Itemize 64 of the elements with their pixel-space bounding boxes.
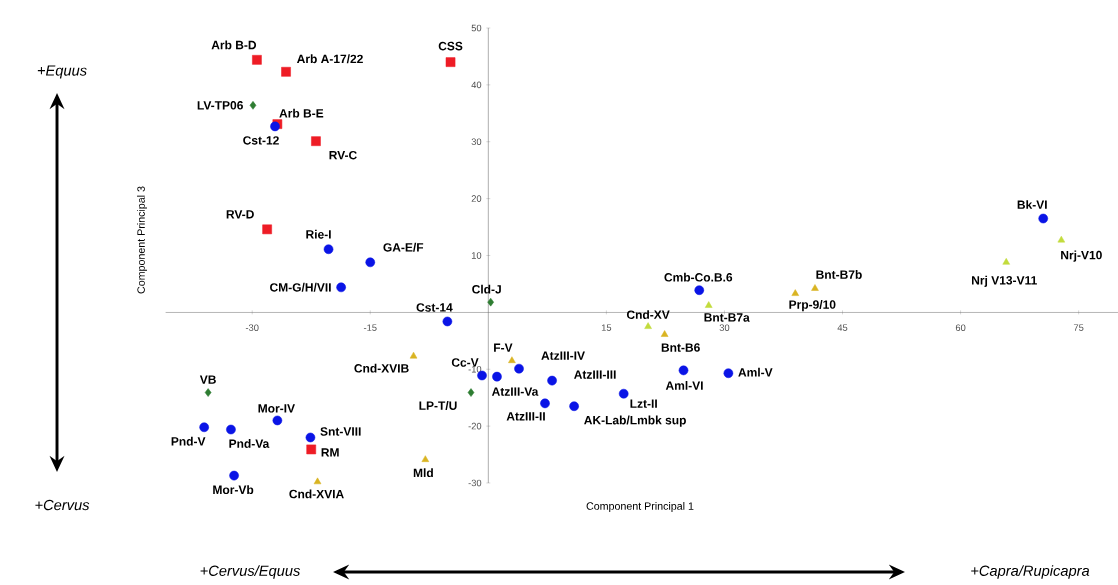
annotation: Cld-J [472,284,501,294]
annotation: AK-Lab/Lmbk sup [584,415,686,427]
annotation: Bnt-B7a [704,313,750,322]
annotation: Cnd-XVIB [354,363,409,373]
x-tick-label: 30 [719,324,730,332]
annotation: Pnd-V [171,436,206,446]
annotation: Cmb-Co.B.6 [664,272,733,282]
y-tick-label: -20 [468,422,482,430]
annotation: AtzIII-II [506,412,545,421]
annotation: AtzIII-Va [491,387,539,396]
annotation: Aml-VI [665,381,703,390]
annotation: RM [321,448,339,457]
annotation: Pnd-Va [229,439,270,448]
y-tick-label: 10 [471,252,482,259]
y-axis-title: Component Principal 3 [137,186,147,294]
annotation: Cst-12 [243,136,279,145]
y-tick-label: 20 [471,195,482,202]
annotation: Aml-V [738,367,773,377]
annotation: CM-G/H/VII [270,282,331,292]
annotation: LV-TP06 [197,101,243,110]
x-axis-title: Component Principal 1 [586,502,694,512]
annotation: Cnd-XV [626,310,670,319]
text: +Cervus/Equus [200,565,301,579]
annotation: F-V [494,343,513,352]
annotation: RV-C [329,150,357,160]
annotation: Bk-VI [1017,200,1047,209]
x-tick-label: 45 [837,324,848,331]
x-tick-label: 75 [1073,324,1084,331]
annotation: Nrj-V10 [1061,250,1102,262]
annotation: Rie-I [306,229,331,239]
annotation: Arb B-E [279,108,324,118]
x-tick-label: 60 [955,324,966,332]
annotation: AtzIII-III [574,370,616,379]
y-tick-label: 40 [471,81,482,89]
annotation: Mld [413,468,433,478]
y-tick-label: -10 [468,365,482,373]
annotation: Nrj V13-V11 [972,275,1037,287]
annotation: Bnt-B7b [816,270,862,279]
annotation: Arb B-D [211,40,257,50]
text: +Capra/Rupicapra [971,565,1090,579]
annotation: Lzt-II [630,399,657,408]
annotation: LP-T/U [419,401,457,411]
annotation: CSS [438,41,463,51]
annotation: GA-E/F [383,242,424,252]
y-tick-label: -30 [468,479,482,487]
annotation: Mor-Vb [213,485,254,495]
annotation: Snt-VIII [320,427,361,436]
x-tick-label: -30 [245,324,259,332]
annotation: Prp-9/10 [789,300,836,312]
annotation: AtzIII-IV [541,351,585,360]
x-tick-label: 15 [601,324,612,331]
annotation: Arb A-17/22 [296,54,363,64]
text: +Cervus [35,499,90,511]
annotation: Cst-14 [416,303,453,312]
text: +Equus [37,65,87,79]
x-tick-label: -15 [363,324,377,331]
annotation: VB [199,375,216,384]
annotation: Cc-V [451,358,479,367]
y-tick-label: 30 [471,138,482,146]
annotation: RV-D [226,210,254,219]
annotation: Mor-IV [258,404,295,413]
y-tick-label: 50 [471,24,482,32]
annotation: Bnt-B6 [661,343,700,352]
annotation: Cnd-XVIA [289,489,344,499]
